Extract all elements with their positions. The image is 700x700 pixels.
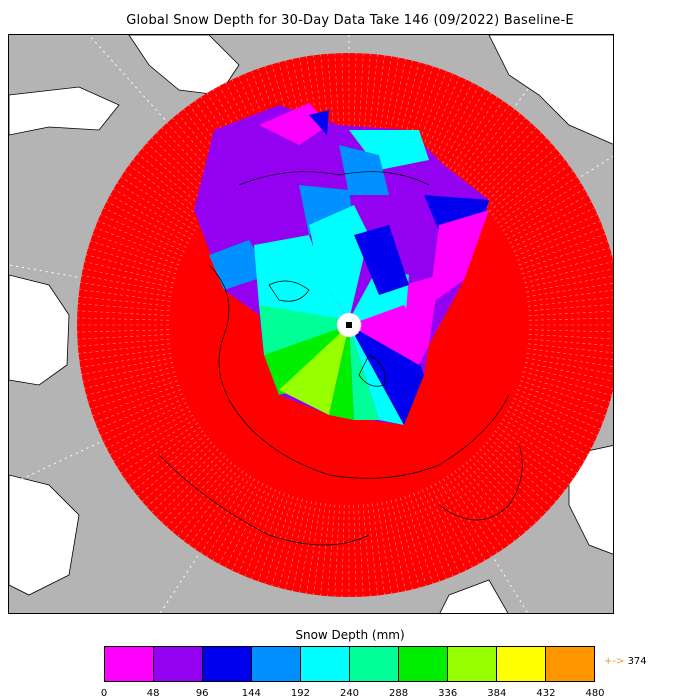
coastlines [158, 171, 523, 546]
colorbar-tick-label: 96 [195, 688, 209, 699]
colorbar-tick-label: 144 [241, 688, 261, 699]
snow-depth-field [194, 103, 489, 425]
overflow-value: 374 [627, 656, 647, 667]
pole-marker [336, 312, 362, 338]
polar-map-svg [9, 35, 613, 613]
colorbar [104, 646, 595, 682]
colorbar-swatch [105, 647, 154, 681]
colorbar-tick-label: 0 [100, 688, 108, 699]
colorbar-swatch [350, 647, 399, 681]
colorbar-tick-label: 192 [290, 688, 310, 699]
colorbar-swatch [301, 647, 350, 681]
colorbar-swatch [399, 647, 448, 681]
overflow-indicator: +-> 374 [604, 656, 647, 667]
colorbar-swatch [546, 647, 594, 681]
colorbar-swatch [497, 647, 546, 681]
legend-title: Snow Depth (mm) [295, 628, 405, 642]
colorbar-tick-label: 48 [146, 688, 160, 699]
colorbar-tick-label: 288 [389, 688, 409, 699]
colorbar-tick-label: 336 [438, 688, 458, 699]
colorbar-tick-label: 432 [536, 688, 556, 699]
colorbar-swatch [203, 647, 252, 681]
colorbar-tick-label: 384 [487, 688, 507, 699]
overflow-arrow: +-> [604, 656, 625, 667]
colorbar-tick-label: 480 [585, 688, 605, 699]
colorbar-swatch [154, 647, 203, 681]
colorbar-swatch [252, 647, 301, 681]
colorbar-ticks: 0 48 96 144 192 240 288 336 384 432 480 [0, 688, 700, 700]
outer-land [9, 35, 613, 613]
colorbar-tick-label: 240 [339, 688, 360, 699]
polar-map [8, 34, 614, 614]
colorbar-swatch [448, 647, 497, 681]
map-title: Global Snow Depth for 30-Day Data Take 1… [126, 13, 574, 28]
